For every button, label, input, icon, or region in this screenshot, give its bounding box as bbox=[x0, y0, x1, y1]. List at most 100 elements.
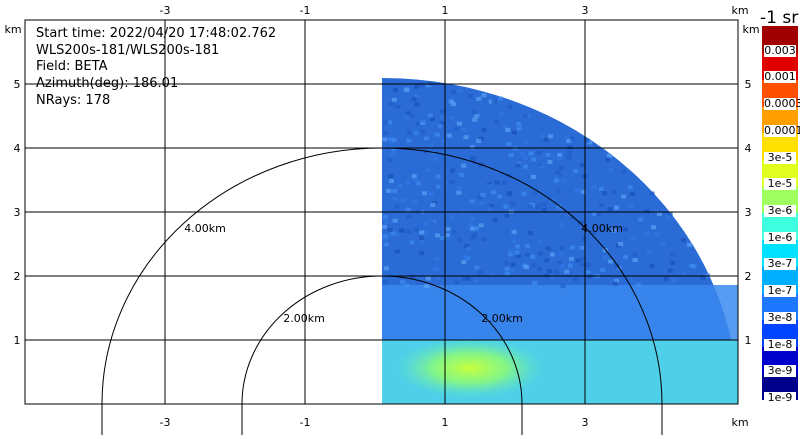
speckle-cell bbox=[445, 227, 451, 232]
speckle-cell bbox=[492, 218, 498, 223]
speckle-cell bbox=[523, 141, 529, 145]
speckle-cell bbox=[414, 84, 419, 89]
speckle-cell bbox=[670, 252, 676, 257]
speckle-cell bbox=[504, 267, 510, 271]
speckle-cell bbox=[670, 260, 676, 265]
speckle-cell bbox=[528, 231, 533, 236]
speckle-cell bbox=[413, 129, 419, 134]
speckle-cell bbox=[406, 229, 412, 234]
speckle-cell bbox=[469, 216, 475, 221]
speckle-cell bbox=[426, 168, 431, 173]
speckle-cell bbox=[591, 230, 597, 235]
speckle-cell bbox=[411, 97, 417, 102]
speckle-cell bbox=[573, 277, 579, 282]
speckle-cell bbox=[614, 264, 620, 269]
speckle-cell bbox=[591, 184, 597, 189]
speckle-cell bbox=[388, 179, 394, 183]
speckle-cell bbox=[600, 267, 606, 272]
speckle-cell bbox=[420, 118, 426, 123]
speckle-cell bbox=[508, 153, 514, 158]
ring-label-2km-right: 2.00km bbox=[481, 312, 523, 325]
speckle-cell bbox=[558, 222, 564, 227]
speckle-cell bbox=[450, 168, 456, 173]
speckle-cell bbox=[487, 207, 493, 212]
speckle-cell bbox=[569, 256, 574, 261]
speckle-cell bbox=[473, 278, 478, 283]
speckle-cell bbox=[544, 258, 550, 263]
speckle-cell bbox=[450, 115, 456, 120]
speckle-cell bbox=[392, 196, 398, 201]
speckle-cell bbox=[478, 270, 484, 275]
speckle-cell bbox=[387, 227, 393, 232]
speckle-cell bbox=[575, 258, 581, 263]
speckle-cell bbox=[422, 231, 428, 235]
speckle-cell bbox=[394, 249, 400, 254]
speckle-cell bbox=[409, 274, 415, 279]
speckle-cell bbox=[478, 223, 484, 228]
speckle-cell bbox=[382, 236, 387, 241]
speckle-cell bbox=[388, 174, 394, 179]
speckle-cell bbox=[461, 163, 467, 168]
speckle-cell bbox=[479, 136, 484, 141]
speckle-cell bbox=[523, 156, 529, 161]
speckle-cell bbox=[476, 139, 482, 143]
colorbar-tick-label: 3e-9 bbox=[764, 365, 796, 378]
speckle-cell bbox=[564, 269, 570, 274]
speckle-cell bbox=[522, 113, 528, 118]
speckle-cell bbox=[419, 251, 425, 256]
speckle-cell bbox=[451, 102, 456, 107]
speckle-cell bbox=[587, 140, 593, 145]
colorbar-tick-label: 3e-7 bbox=[764, 258, 796, 271]
speckle-cell bbox=[591, 211, 597, 216]
speckle-cell bbox=[504, 214, 510, 218]
speckle-cell bbox=[525, 113, 531, 118]
speckle-cell bbox=[550, 274, 556, 279]
speckle-cell bbox=[516, 126, 522, 131]
x-unit-top: km bbox=[731, 4, 748, 17]
speckle-cell bbox=[559, 207, 564, 212]
colorbar-tick-label: 1e-9 bbox=[764, 392, 796, 404]
speckle-cell bbox=[538, 251, 544, 256]
speckle-cell bbox=[521, 191, 527, 196]
speckle-cell bbox=[433, 157, 438, 162]
speckle-cell bbox=[557, 153, 563, 157]
speckle-cell bbox=[524, 252, 530, 257]
instrument-text: WLS200s-181/WLS200s-181 bbox=[36, 43, 220, 58]
y-tick-left-3: 4 bbox=[14, 142, 21, 155]
speckle-cell bbox=[613, 279, 619, 283]
speckle-cell bbox=[536, 204, 541, 209]
x-tick-bottom-0: -3 bbox=[160, 416, 171, 429]
speckle-cell bbox=[681, 272, 687, 277]
ring-label-4km-right: 4.00km bbox=[581, 222, 623, 235]
colorbar-tick-label: 1e-8 bbox=[764, 338, 796, 351]
speckle-cell bbox=[569, 245, 575, 250]
y-tick-right-0: 1 bbox=[745, 334, 752, 347]
speckle-cell bbox=[635, 283, 641, 288]
speckle-cell bbox=[446, 133, 452, 138]
speckle-cell bbox=[388, 137, 394, 142]
speckle-cell bbox=[437, 123, 443, 128]
speckle-cell bbox=[549, 197, 555, 202]
speckle-cell bbox=[449, 214, 455, 219]
speckle-cell bbox=[511, 130, 517, 135]
speckle-cell bbox=[383, 266, 389, 271]
y-unit-left: km bbox=[4, 23, 21, 36]
speckle-cell bbox=[665, 214, 671, 219]
speckle-cell bbox=[596, 212, 602, 217]
speckle-cell bbox=[503, 125, 508, 130]
speckle-cell bbox=[390, 231, 396, 236]
speckle-cell bbox=[672, 278, 677, 283]
speckle-cell bbox=[614, 205, 620, 210]
speckle-cell bbox=[564, 134, 570, 139]
speckle-cell bbox=[407, 130, 413, 135]
speckle-cell bbox=[570, 136, 575, 141]
speckle-cell bbox=[585, 270, 591, 275]
speckle-cell bbox=[462, 277, 468, 282]
speckle-cell bbox=[644, 209, 650, 214]
speckle-cell bbox=[686, 242, 692, 247]
speckle-cell bbox=[428, 143, 434, 148]
colorbar-tick-label: 0.001 bbox=[764, 70, 796, 84]
speckle-cell bbox=[541, 201, 547, 206]
speckle-cell bbox=[627, 185, 633, 190]
speckle-cell bbox=[511, 229, 517, 234]
